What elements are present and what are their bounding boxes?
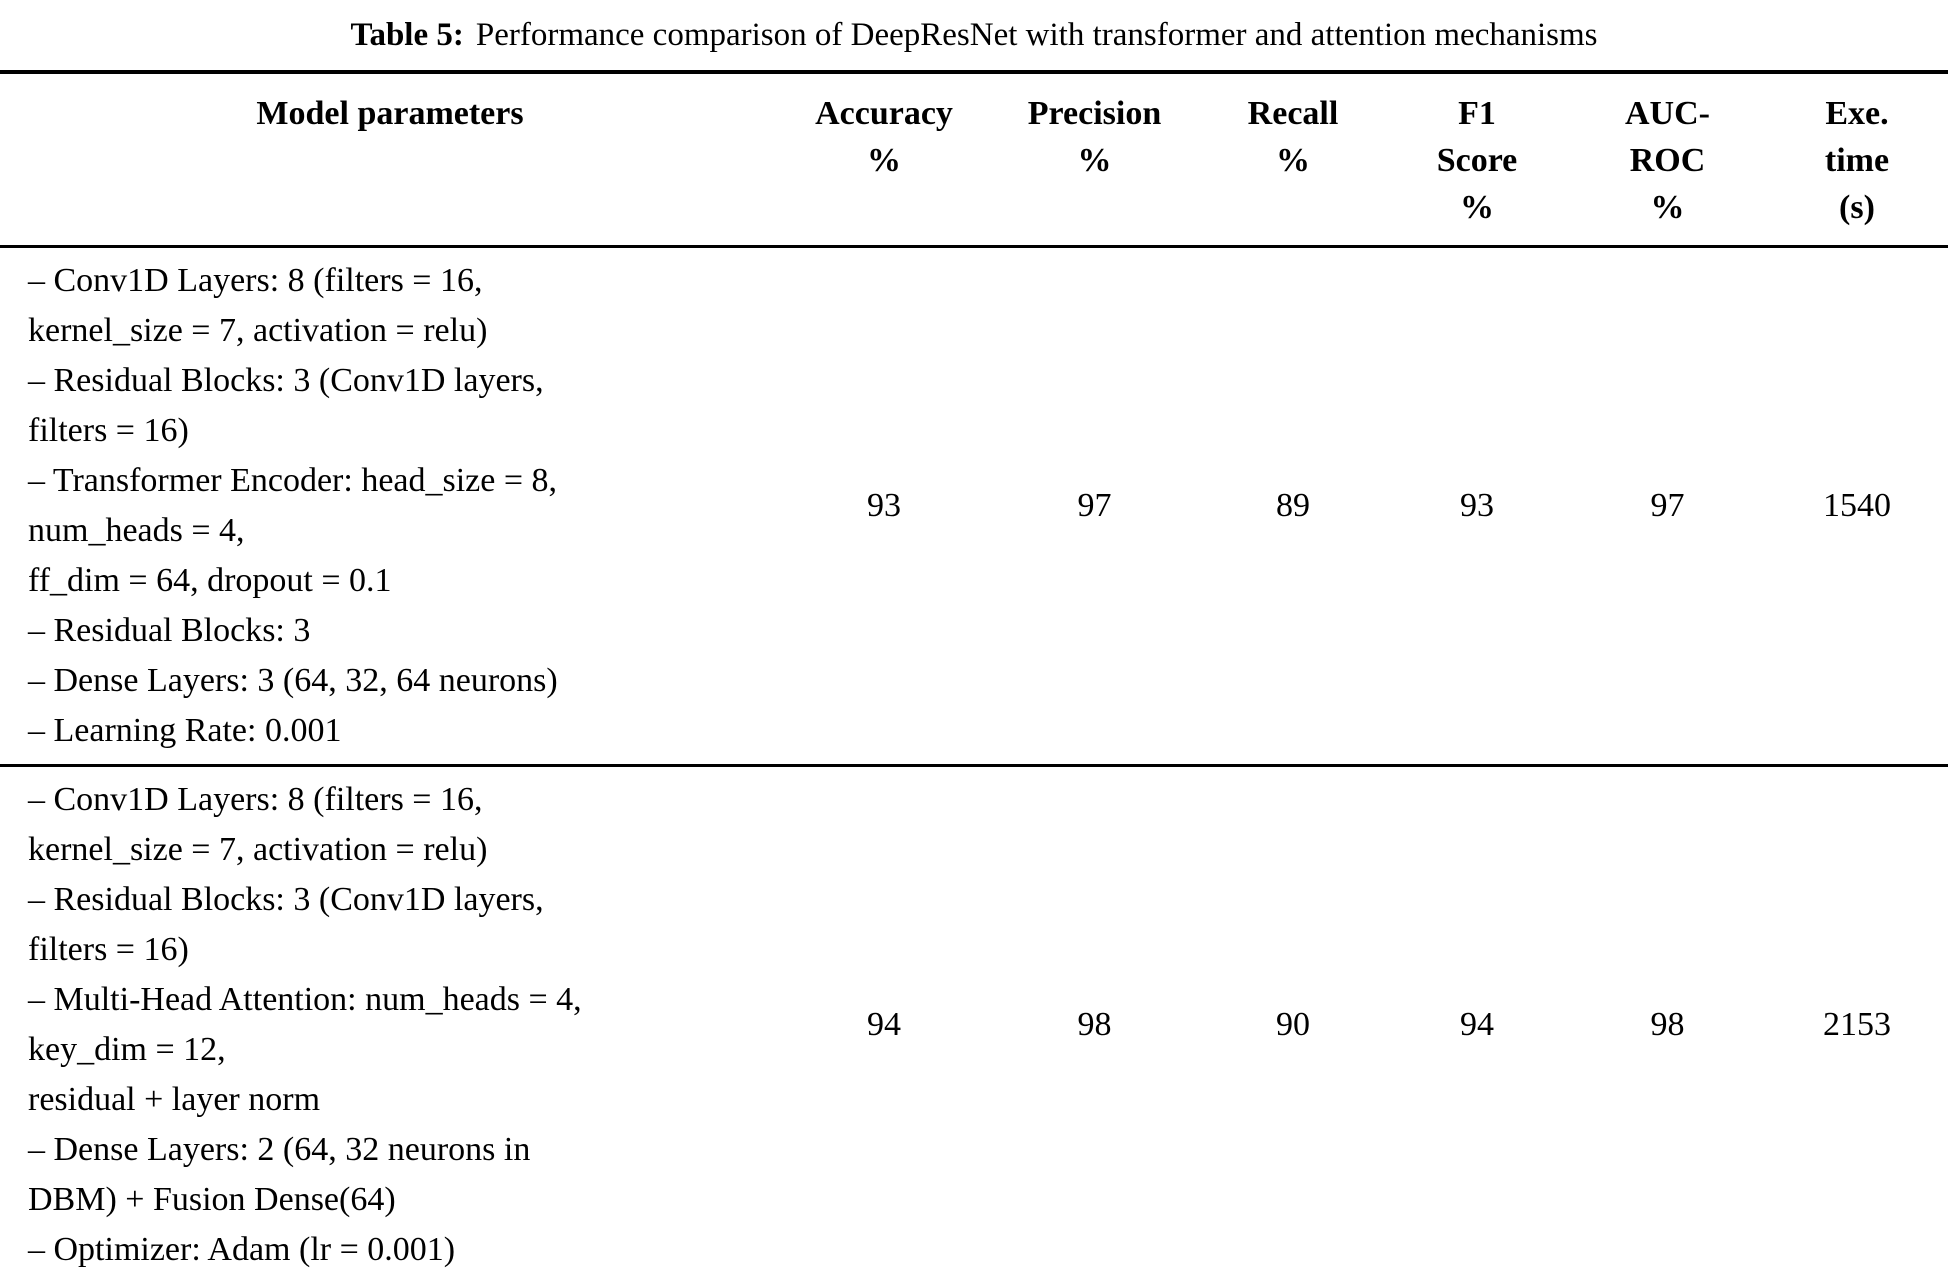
parameter-line: – Dense Layers: 3 (64, 32, 64 neurons) — [28, 662, 558, 699]
header-line: % — [1650, 189, 1685, 226]
header-line: Exe. — [1825, 95, 1889, 132]
accuracy-value: 94 — [867, 1006, 901, 1043]
parameter-line: – Conv1D Layers: 8 (filters = 16, — [28, 262, 483, 299]
parameter-line: – Multi-Head Attention: num_heads = 4, — [28, 981, 582, 1018]
header-line: Precision — [1027, 95, 1162, 132]
table-caption: Table 5: Performance comparison of DeepR… — [0, 0, 1948, 70]
col-header-recall: Recall % — [1201, 72, 1385, 248]
parameter-line: – Learning Rate: 0.001 — [28, 712, 342, 749]
parameter-line: ff_dim = 64, dropout = 0.1 — [28, 562, 392, 599]
table-row-transformer-model: – Conv1D Layers: 8 (filters = 16, kernel… — [0, 246, 1948, 767]
header-line: % — [1276, 142, 1310, 179]
col-header-model-parameters: Model parameters — [0, 72, 780, 248]
parameter-line: – Residual Blocks: 3 (Conv1D layers, — [28, 362, 544, 399]
auc-roc-value: 98 — [1650, 1006, 1685, 1043]
header-line: Model parameters — [256, 95, 524, 132]
header-line: % — [867, 142, 901, 179]
parameter-line: – Conv1D Layers: 8 (filters = 16, — [28, 781, 483, 818]
exe-time-value: 1540 — [1766, 246, 1948, 767]
header-line: AUC- — [1625, 95, 1710, 132]
header-line: % — [1460, 189, 1494, 226]
precision-value: 97 — [988, 246, 1201, 767]
col-header-exe-time: Exe. time (s) — [1766, 72, 1948, 248]
parameter-line: – Optimizer: Adam (lr = 0.001) — [28, 1231, 456, 1268]
header-line: Recall — [1247, 95, 1339, 132]
parameter-line: DBM) + Fusion Dense(64) — [28, 1181, 396, 1218]
accuracy-value: 93 — [780, 246, 988, 767]
auc-roc-value: 97 — [1569, 246, 1766, 767]
col-header-f1-score: F1 Score % — [1385, 72, 1569, 248]
parameter-line: – Residual Blocks: 3 (Conv1D layers, — [28, 881, 544, 918]
table-caption-text: Performance comparison of DeepResNet wit… — [475, 16, 1598, 53]
parameter-line: key_dim = 12, — [28, 1031, 226, 1068]
parameter-line: filters = 16) — [28, 412, 189, 449]
parameter-line: filters = 16) — [28, 931, 189, 968]
model-parameters-cell: – Conv1D Layers: 8 (filters = 16, kernel… — [0, 246, 780, 767]
f1-score-value: 93 — [1385, 246, 1569, 767]
table-row-attention-model: – Conv1D Layers: 8 (filters = 16, kernel… — [0, 766, 1948, 1277]
exe-time-value: 2153 — [1823, 1006, 1891, 1043]
precision-value: 98 — [1077, 1006, 1112, 1043]
model-parameters-cell: – Conv1D Layers: 8 (filters = 16, kernel… — [0, 766, 780, 1277]
parameter-line: kernel_size = 7, activation = relu) — [28, 312, 488, 349]
parameter-line: – Residual Blocks: 3 — [28, 612, 311, 649]
results-table: Model parameters Accuracy % Precision % … — [0, 70, 1948, 1277]
parameter-line: num_heads = 4, — [28, 512, 245, 549]
f1-score-value: 94 — [1460, 1006, 1494, 1043]
table-caption-label: Table 5: — [350, 16, 464, 53]
header-line: ROC — [1629, 142, 1706, 179]
parameter-line: residual + layer norm — [28, 1081, 321, 1118]
header-line: time — [1824, 142, 1890, 179]
recall-value: 89 — [1201, 246, 1385, 767]
header-row: Model parameters Accuracy % Precision % … — [0, 72, 1948, 248]
parameter-line: – Transformer Encoder: head_size = 8, — [28, 462, 558, 499]
recall-value: 90 — [1276, 1006, 1310, 1043]
col-header-precision: Precision % — [988, 72, 1201, 248]
col-header-auc-roc: AUC- ROC % — [1569, 72, 1766, 248]
parameter-line: – Dense Layers: 2 (64, 32 neurons in — [28, 1131, 531, 1168]
header-line: Score — [1436, 142, 1518, 179]
header-line: Accuracy — [815, 95, 953, 132]
parameter-line: kernel_size = 7, activation = relu) — [28, 831, 488, 868]
header-line: (s) — [1839, 189, 1875, 226]
header-line: F1 — [1458, 95, 1496, 132]
col-header-accuracy: Accuracy % — [780, 72, 988, 248]
header-line: % — [1077, 142, 1112, 179]
